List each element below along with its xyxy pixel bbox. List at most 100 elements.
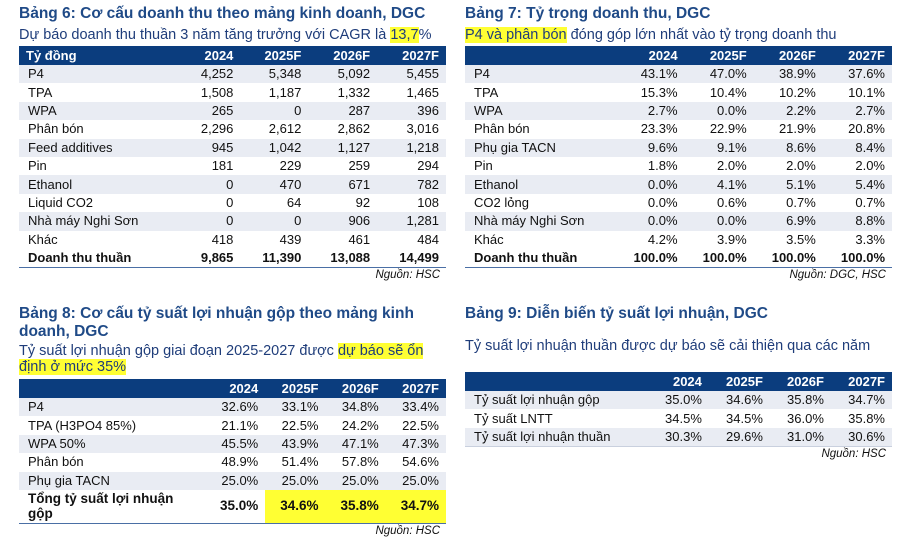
subtitle-text: đóng góp lớn nhất vào tỷ trọng doanh thu [566, 27, 837, 43]
cell-value: 2,862 [337, 121, 371, 137]
cell-value: 0.0% [615, 175, 685, 194]
row-label: Nhà máy Nghi Sơn [465, 212, 616, 231]
table-row: TPA 1,508 1,187 1,332 1,465 [19, 83, 446, 101]
cell-value: 4,252 [180, 65, 241, 84]
cell-value: 100.0% [771, 250, 816, 266]
row-label: Phân bón [28, 121, 84, 137]
cell-value: 10.2% [778, 84, 816, 100]
cell-value: 29.6% [708, 427, 770, 447]
cell-value: 0 [240, 212, 309, 231]
cell-value: 34.7% [830, 391, 892, 410]
table-row: Tỷ suất lợi nhuận thuần 30.3% 29.6% 31.0% 30… [465, 427, 892, 447]
cell-value: 2,612 [268, 121, 302, 137]
cell-value: 57.8% [341, 454, 379, 470]
cell-value: 2.0% [855, 158, 885, 174]
cell-value: 21.9% [778, 121, 816, 137]
row-label: Doanh thu thuần [28, 250, 132, 266]
column-header: 2027F [830, 372, 892, 391]
cell-value: 3,016 [406, 121, 439, 137]
cell-value: 47.3% [385, 434, 446, 454]
cell-value: 100.0% [633, 250, 678, 266]
cell-value: 1,465 [406, 84, 439, 100]
cell-value: 43.9% [265, 434, 326, 454]
row-label: P4 [19, 65, 181, 84]
table-row: Liquid CO2 0 64 92 108 [19, 194, 446, 212]
cell-value: 265 [180, 101, 241, 121]
cell-value: 30.6% [830, 427, 892, 447]
cell-value: 8.6% [753, 138, 823, 157]
row-label: Khác [474, 231, 504, 247]
cell-value: 34.6% [708, 391, 770, 410]
cell-value: 35.8% [848, 410, 885, 426]
column-header: 2024 [180, 46, 241, 65]
cell-value: 2.0% [717, 158, 747, 174]
row-label: P4 [19, 398, 205, 417]
cell-value: 34.6% [265, 489, 326, 524]
cell-value: 14,499 [399, 250, 439, 266]
column-header: 2024 [647, 372, 709, 391]
column-header: 2026F [769, 372, 831, 391]
cell-value: 47.0% [684, 65, 754, 84]
table-row: P4 32.6% 33.1% 34.8% 33.4% [19, 398, 446, 417]
row-label: P4 [465, 65, 616, 84]
cell-value: 8.4% [822, 138, 892, 157]
cell-value: 0 [180, 212, 241, 231]
cell-value: 2.7% [615, 101, 685, 121]
cell-value: 4.1% [684, 175, 754, 194]
cell-value: 15.3% [640, 84, 678, 100]
cell-value: 100.0% [702, 250, 747, 266]
table-row: Phân bón 23.3% 22.9% 21.9% 20.8% [465, 120, 892, 138]
column-header: 2024 [615, 46, 685, 65]
cell-value: 35.0% [219, 498, 259, 514]
table-row: WPA 50% 45.5% 43.9% 47.1% 47.3% [19, 434, 446, 454]
cell-value: 22.5% [281, 417, 319, 433]
cell-value: 3.5% [786, 231, 816, 247]
cell-value: 35.8% [325, 489, 386, 524]
table-row: Tỷ suất lợi nhuận gộp 35.0% 34.6% 35.8% 34.7… [465, 391, 892, 410]
row-label: Doanh thu thuần [474, 250, 578, 266]
table-row: WPA 265 0 287 396 [19, 101, 446, 121]
cell-value: 484 [417, 231, 439, 247]
table-8: 2024 2025F 2026F 2027F P4 32.6% 33.1% 34.8% 33.4… [19, 379, 446, 524]
table-row: CO2 lỏng 0.0% 0.6% 0.7% 0.7% [465, 194, 892, 212]
subtitle-highlight: 13,7 [390, 27, 419, 43]
row-label: TPA (H3PO4 85%) [28, 417, 137, 433]
cell-value: 1,218 [377, 138, 446, 157]
cell-value: 11,390 [262, 250, 302, 266]
cell-value: 0.0% [684, 212, 754, 231]
cell-value: 36.0% [787, 410, 824, 426]
table-6: Tỷ đồng 2024 2025F 2026F 2027F P4 4,252 5,348 5,… [19, 46, 446, 269]
cell-value: 5.1% [753, 175, 823, 194]
table-7: 2024 2025F 2026F 2027F P4 43.1% 47.0% 38.9% 37.6… [465, 46, 892, 269]
cell-value: 9.1% [684, 138, 754, 157]
cell-value: 35.8% [769, 391, 831, 410]
cell-value: 22.9% [709, 121, 747, 137]
row-label: Pin [28, 158, 47, 174]
row-label: Pin [474, 158, 493, 174]
row-label: Tổng tỷ suất lợi nhuận gộp [28, 491, 174, 522]
table-row: Khác 4.2% 3.9% 3.5% 3.3% [465, 231, 892, 249]
column-header: 2025F [265, 379, 326, 398]
row-label: TPA [474, 84, 499, 100]
row-label: WPA [465, 101, 616, 121]
column-header [465, 46, 616, 65]
table-8-block: Bảng 8: Cơ cấu tỷ suất lợi nhuận gộp the… [19, 305, 446, 537]
cell-value: 33.1% [265, 398, 326, 417]
row-label: Tỷ suất lợi nhuận thuần [465, 427, 648, 447]
cell-value: 10.4% [709, 84, 747, 100]
cell-value: 0.0% [647, 194, 678, 210]
row-label: Phụ gia TACN [19, 471, 205, 490]
row-label: Feed additives [19, 138, 181, 157]
row-label: Phân bón [28, 454, 84, 470]
cell-value: 64 [286, 194, 302, 210]
cell-value: 108 [417, 194, 439, 210]
table-row: Phân bón 48.9% 51.4% 57.8% 54.6% [19, 453, 446, 471]
table-7-block: Bảng 7: Tỷ trọng doanh thu, DGC P4 và ph… [465, 5, 892, 281]
subtitle-highlight: P4 và phân bón [465, 27, 567, 43]
table-6-source: Nguồn: HSC [375, 269, 440, 282]
cell-value: 32.6% [205, 398, 266, 417]
row-label: WPA 50% [19, 434, 205, 454]
table-row: Pin 1.8% 2.0% 2.0% 2.0% [465, 157, 892, 175]
cell-value: 33.4% [385, 398, 446, 417]
cell-value: 37.6% [822, 65, 892, 84]
